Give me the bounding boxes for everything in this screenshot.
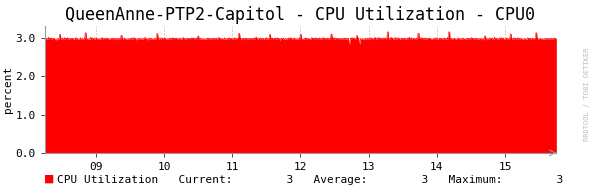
Y-axis label: percent: percent	[2, 66, 12, 113]
Text: RRDTOOL / TOBI OETIKER: RRDTOOL / TOBI OETIKER	[584, 47, 590, 141]
Text: ■: ■	[45, 171, 53, 185]
Title: QueenAnne-PTP2-Capitol - CPU Utilization - CPU0: QueenAnne-PTP2-Capitol - CPU Utilization…	[65, 5, 536, 24]
Text: CPU Utilization   Current:        3   Average:        3   Maximum:        3: CPU Utilization Current: 3 Average: 3 Ma…	[57, 175, 563, 185]
